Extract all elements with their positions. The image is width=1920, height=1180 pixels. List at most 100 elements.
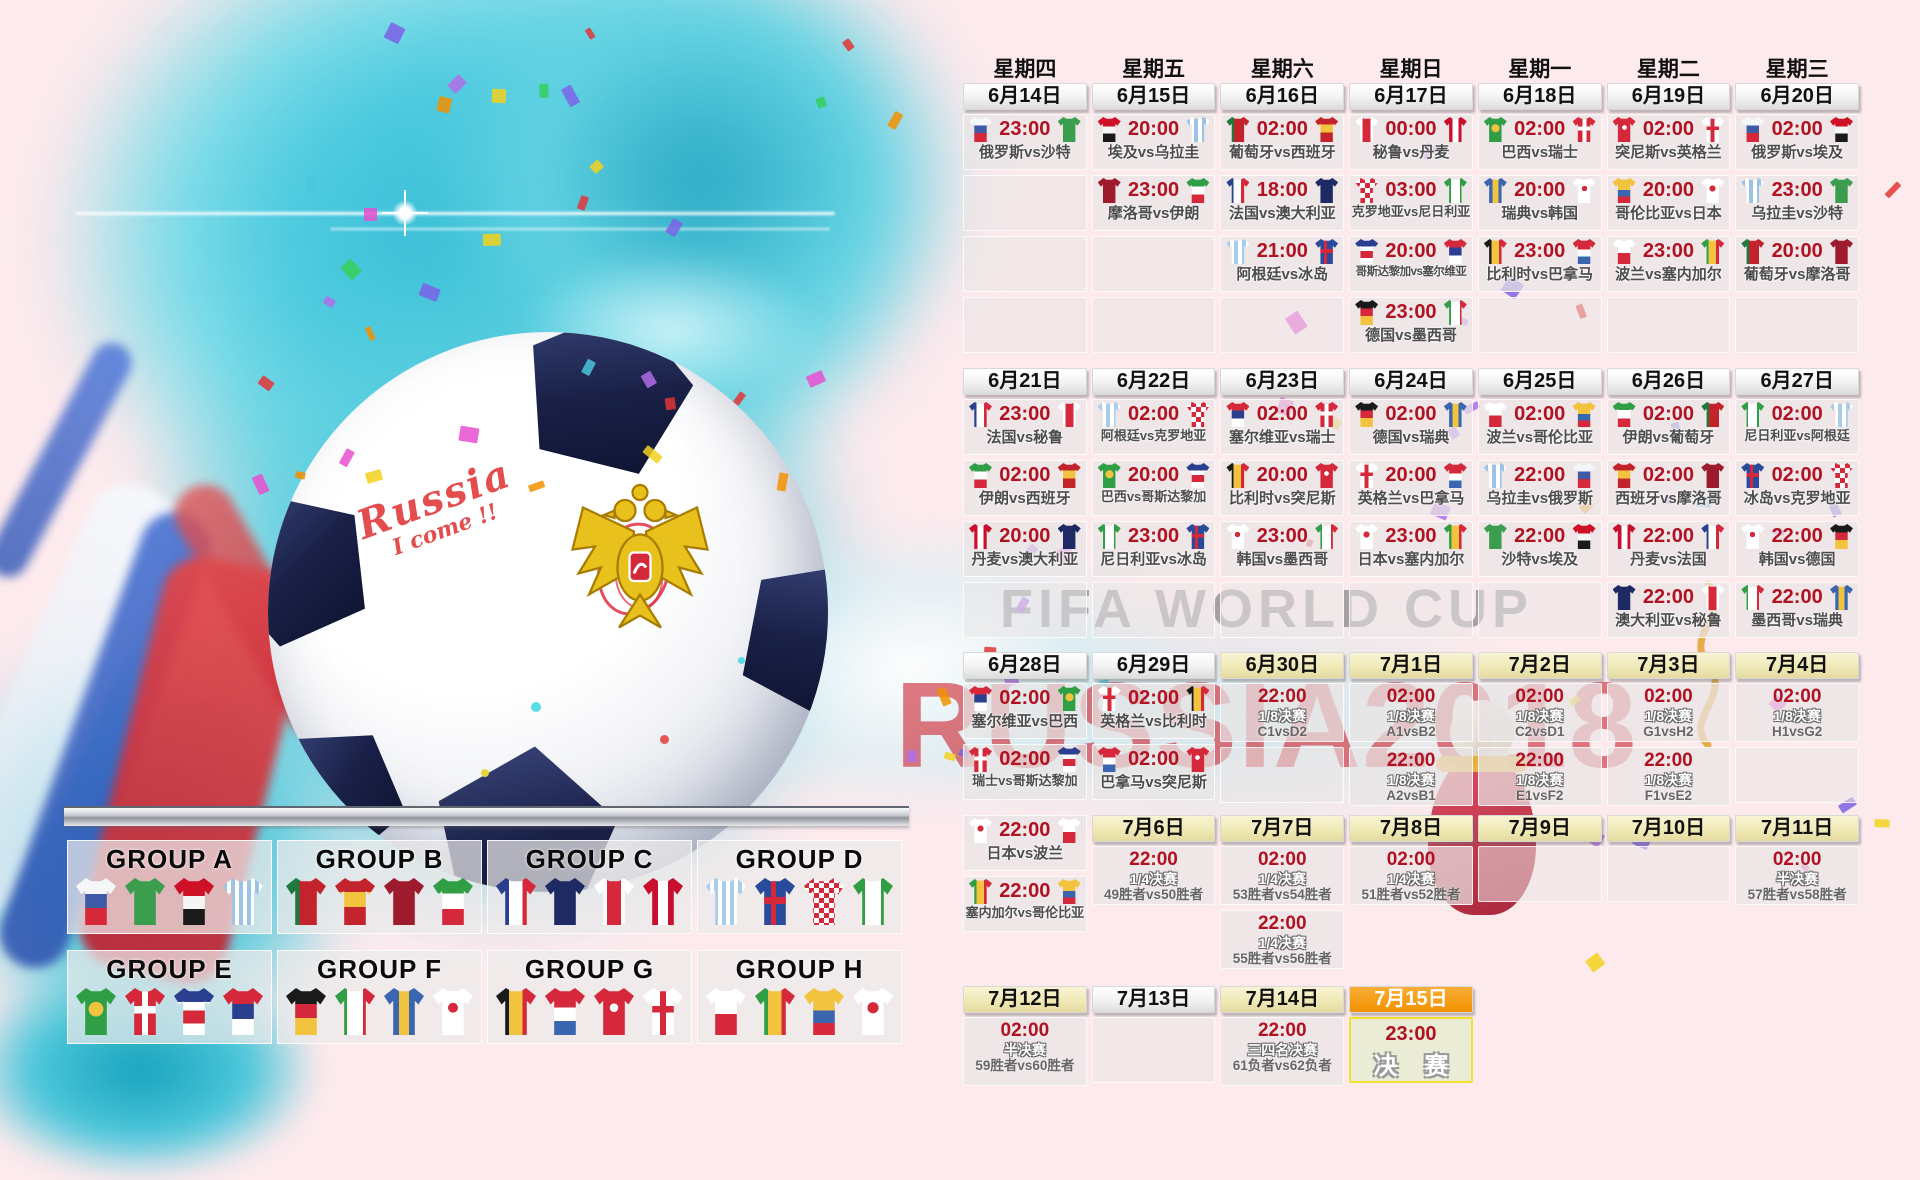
team-jersey-icon bbox=[125, 878, 165, 925]
date-header[interactable]: 6月24日 bbox=[1349, 368, 1473, 395]
match-time-row: 21:00 bbox=[1221, 237, 1343, 264]
pairing-label: 61负者vs62负者 bbox=[1232, 1057, 1332, 1073]
match-time: 21:00 bbox=[1256, 240, 1308, 262]
team-jersey-icon bbox=[286, 878, 326, 925]
team-jersey-icon bbox=[1483, 402, 1507, 427]
match-time-row: 02:00 bbox=[1093, 400, 1215, 427]
team-jersey-icon bbox=[1701, 463, 1725, 488]
match-time: 18:00 bbox=[1256, 179, 1308, 201]
date-header[interactable]: 6月23日 bbox=[1220, 368, 1345, 395]
date-header[interactable]: 6月16日 bbox=[1220, 83, 1345, 110]
match-time-row: 18:00 bbox=[1221, 176, 1343, 203]
date-header[interactable]: 7月8日 bbox=[1349, 815, 1473, 842]
team-jersey-icon bbox=[1315, 524, 1339, 549]
match-cell: 20:00 巴西vs哥斯达黎加 bbox=[1091, 460, 1216, 516]
final-label: 决 赛 bbox=[1373, 1053, 1459, 1080]
group-title: GROUP A bbox=[106, 844, 233, 874]
match-time-row: 02:00 bbox=[1350, 400, 1472, 427]
date-header[interactable]: 6月20日 bbox=[1735, 83, 1859, 110]
team-jersey-icon bbox=[1315, 239, 1339, 264]
team-jersey-icon bbox=[1830, 402, 1853, 427]
match-cell: 22:00 韩国vs德国 bbox=[1735, 521, 1859, 577]
team-jersey-icon bbox=[1612, 524, 1636, 549]
match-cell: 21:00 阿根廷vs冰岛 bbox=[1220, 236, 1345, 292]
match-time: 22:00 bbox=[1771, 525, 1823, 547]
match-time: 20:00 bbox=[1256, 464, 1308, 486]
match-time-row: 23:00 bbox=[1608, 237, 1730, 264]
match-teams: 阿根廷vs克罗地亚 bbox=[1100, 428, 1207, 443]
match-cell: 20:00 埃及vs乌拉圭 bbox=[1091, 114, 1216, 170]
team-jersey-icon bbox=[1701, 178, 1725, 203]
ball-pentagon bbox=[718, 530, 828, 733]
team-jersey-icon bbox=[1226, 239, 1250, 264]
day-column: 6月18日 02:00 巴西vs瑞士 20:00 瑞典vs韩国 23:00 比利时vs巴拿马 bbox=[1477, 83, 1602, 358]
date-header[interactable]: 6月28日 bbox=[963, 652, 1087, 679]
team-jersey-icon bbox=[1355, 117, 1379, 142]
day-column: 6月21日 23:00 法国vs秘鲁 02:00 伊朗vs西班牙 20:00 丹麦vs澳大利… bbox=[963, 368, 1087, 643]
match-time: 20:00 bbox=[999, 525, 1051, 547]
date-header[interactable]: 7月2日 bbox=[1477, 652, 1602, 679]
final-match-cell: 23:00 决 赛 bbox=[1349, 1017, 1473, 1083]
empty-cell bbox=[1349, 582, 1473, 638]
date-header[interactable]: 6月29日 bbox=[1091, 652, 1216, 679]
date-header[interactable]: 6月18日 bbox=[1477, 83, 1602, 110]
match-cell: 02:00 冰岛vs克罗地亚 bbox=[1735, 460, 1859, 516]
confetti-icon bbox=[457, 425, 480, 444]
match-cell: 23:00 尼日利亚vs冰岛 bbox=[1091, 521, 1216, 577]
date-header[interactable]: 7月13日 bbox=[1091, 986, 1216, 1013]
match-teams: 塞尔维亚vs巴西 bbox=[971, 713, 1079, 730]
empty-cell bbox=[1606, 846, 1731, 902]
team-jersey-icon bbox=[1830, 178, 1853, 203]
day-column: 6月24日 02:00 德国vs瑞典 20:00 英格兰vs巴拿马 23:00 日本vs塞内… bbox=[1349, 368, 1473, 643]
team-jersey-icon bbox=[1741, 239, 1765, 264]
date-header[interactable]: 6月14日 bbox=[963, 83, 1087, 110]
date-header[interactable]: 7月9日 bbox=[1477, 815, 1602, 842]
date-header[interactable]: 7月14日 bbox=[1220, 986, 1345, 1013]
team-jersey-icon bbox=[1483, 239, 1507, 264]
pairing-label: C1vsD2 bbox=[1257, 723, 1308, 739]
match-teams: 法国vs澳大利亚 bbox=[1228, 205, 1336, 222]
match-time-row: 22:00 bbox=[1608, 522, 1730, 549]
team-jersey-icon bbox=[286, 988, 326, 1035]
match-teams: 比利时vs巴拿马 bbox=[1486, 266, 1594, 283]
match-time-row: 22:00 bbox=[1736, 583, 1858, 610]
match-teams: 突尼斯vs英格兰 bbox=[1615, 144, 1722, 161]
date-header[interactable]: 7月4日 bbox=[1735, 652, 1859, 679]
match-teams: 韩国vs墨西哥 bbox=[1236, 551, 1329, 568]
day-column: 6月16日 02:00 葡萄牙vs西班牙 18:00 法国vs澳大利亚 21:00 阿根廷v… bbox=[1220, 83, 1345, 358]
match-teams: 哥斯达黎加vs塞尔维亚 bbox=[1355, 266, 1467, 278]
team-jersey-icon bbox=[545, 878, 585, 925]
date-header[interactable]: 7月3日 bbox=[1606, 652, 1731, 679]
match-time: 20:00 bbox=[1127, 464, 1180, 486]
date-header[interactable]: 6月21日 bbox=[963, 368, 1087, 395]
match-cell: 02:00 阿根廷vs克罗地亚 bbox=[1091, 399, 1216, 455]
team-jersey-icon bbox=[1443, 117, 1467, 142]
match-time-row: 20:00 bbox=[1736, 237, 1858, 264]
knockout-cell: 02:00 1/4决赛 53胜者vs54胜者 bbox=[1220, 846, 1345, 905]
date-header[interactable]: 6月17日 bbox=[1349, 83, 1473, 110]
team-jersey-icon bbox=[335, 878, 375, 925]
date-header[interactable]: 7月7日 bbox=[1220, 815, 1345, 842]
date-header[interactable]: 7月12日 bbox=[963, 986, 1087, 1013]
date-header[interactable]: 7月11日 bbox=[1735, 815, 1859, 842]
match-teams: 哥伦比亚vs日本 bbox=[1615, 205, 1722, 222]
groups-panel: GROUP A GROUP B GROUP C GROUP D GROUP E GROUP… bbox=[67, 840, 907, 1044]
team-jersey-icon bbox=[1355, 524, 1379, 549]
date-header[interactable]: 6月25日 bbox=[1477, 368, 1602, 395]
match-cell: 23:00 法国vs秘鲁 bbox=[963, 399, 1087, 455]
date-header[interactable]: 7月15日 bbox=[1349, 986, 1473, 1013]
date-header[interactable]: 6月22日 bbox=[1091, 368, 1216, 395]
date-header[interactable]: 7月6日 bbox=[1091, 815, 1216, 842]
day-column: 6月19日 02:00 突尼斯vs英格兰 20:00 哥伦比亚vs日本 23:00 波兰vs… bbox=[1606, 83, 1731, 358]
match-cell: 02:00 巴拿马vs突尼斯 bbox=[1091, 744, 1216, 800]
date-header[interactable]: 7月1日 bbox=[1349, 652, 1473, 679]
match-time: 03:00 bbox=[1385, 179, 1437, 201]
date-header[interactable]: 6月19日 bbox=[1606, 83, 1731, 110]
day-column: 6月22日 02:00 阿根廷vs克罗地亚 20:00 巴西vs哥斯达黎加 23:00 尼日… bbox=[1091, 368, 1216, 643]
date-header[interactable]: 7月10日 bbox=[1606, 815, 1731, 842]
date-header[interactable]: 6月30日 bbox=[1220, 652, 1345, 679]
team-jersey-icon bbox=[1097, 463, 1121, 488]
date-header[interactable]: 6月26日 bbox=[1606, 368, 1731, 395]
date-header[interactable]: 6月15日 bbox=[1091, 83, 1216, 110]
date-header[interactable]: 6月27日 bbox=[1735, 368, 1859, 395]
